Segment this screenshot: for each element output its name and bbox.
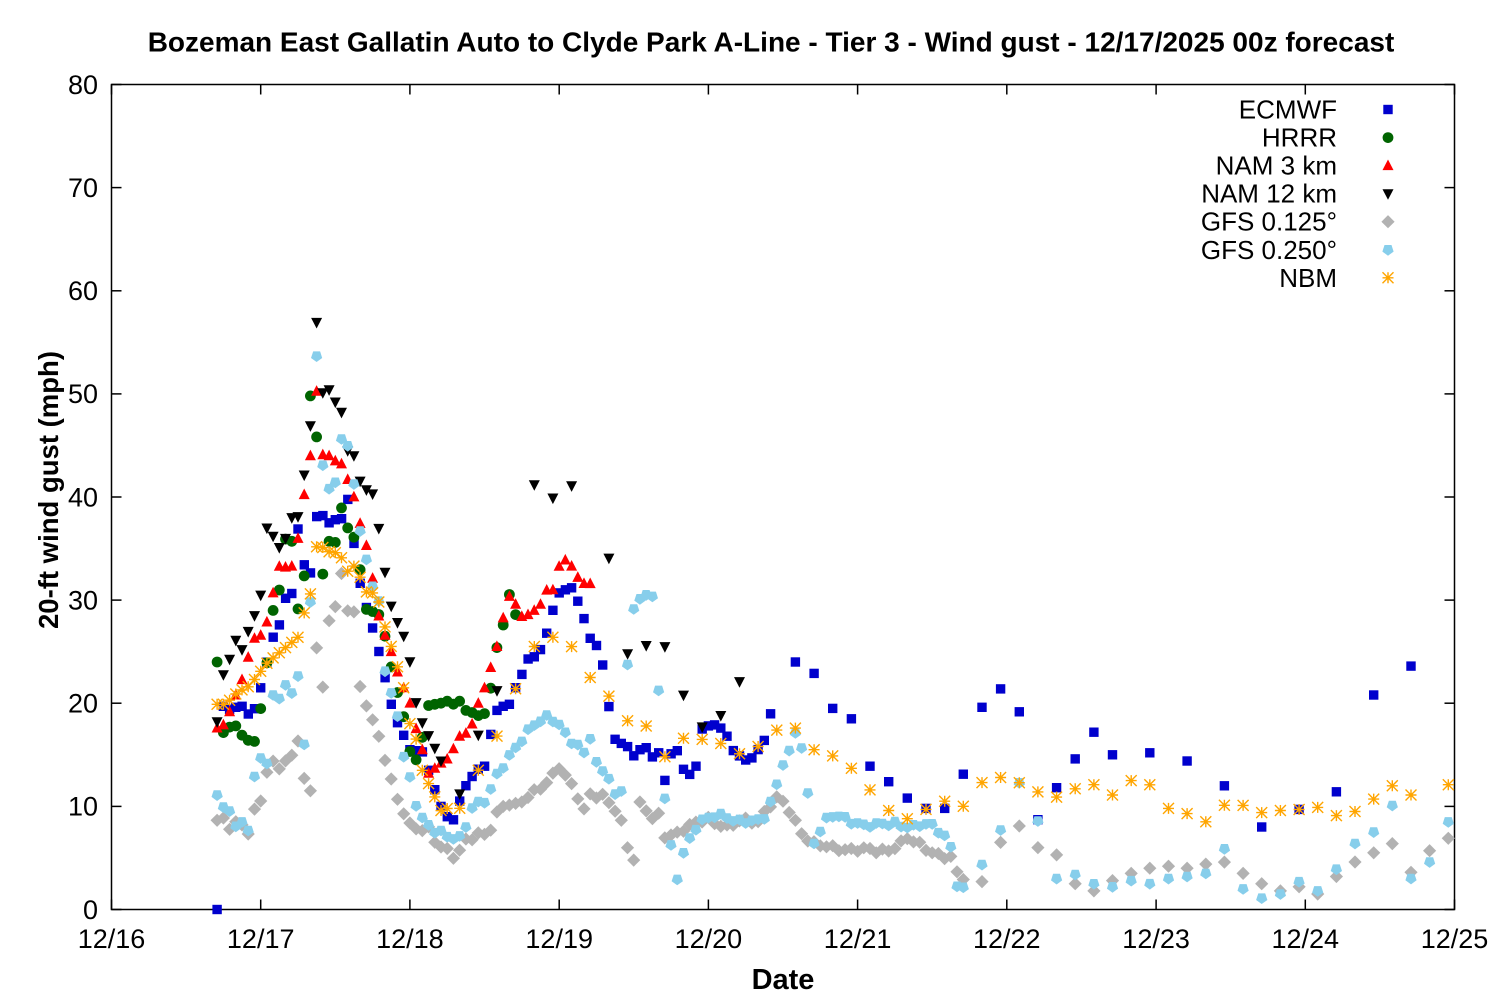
svg-text:12/22: 12/22 — [973, 924, 1041, 954]
svg-text:80: 80 — [68, 70, 98, 100]
svg-text:12/25: 12/25 — [1421, 924, 1489, 954]
svg-text:50: 50 — [68, 379, 98, 409]
svg-text:12/16: 12/16 — [78, 924, 146, 954]
svg-text:NBM: NBM — [1279, 263, 1337, 293]
svg-text:40: 40 — [68, 482, 98, 512]
svg-text:NAM 3 km: NAM 3 km — [1216, 151, 1337, 181]
svg-text:10: 10 — [68, 792, 98, 822]
svg-text:12/24: 12/24 — [1272, 924, 1340, 954]
svg-text:30: 30 — [68, 585, 98, 615]
svg-text:GFS 0.125°: GFS 0.125° — [1201, 207, 1337, 237]
svg-text:12/19: 12/19 — [525, 924, 593, 954]
svg-text:70: 70 — [68, 173, 98, 203]
svg-text:12/23: 12/23 — [1122, 924, 1190, 954]
svg-text:12/21: 12/21 — [824, 924, 892, 954]
svg-text:12/18: 12/18 — [376, 924, 444, 954]
svg-text:20-ft wind gust (mph): 20-ft wind gust (mph) — [33, 351, 64, 629]
svg-text:Date: Date — [752, 964, 815, 996]
svg-text:GFS 0.250°: GFS 0.250° — [1201, 235, 1337, 265]
svg-text:12/17: 12/17 — [227, 924, 295, 954]
svg-text:12/20: 12/20 — [675, 924, 743, 954]
svg-text:20: 20 — [68, 689, 98, 719]
svg-text:Bozeman East Gallatin Auto to: Bozeman East Gallatin Auto to Clyde Park… — [148, 27, 1395, 58]
svg-text:HRRR: HRRR — [1262, 123, 1337, 153]
svg-text:60: 60 — [68, 276, 98, 306]
svg-text:0: 0 — [83, 895, 98, 925]
svg-text:NAM 12 km: NAM 12 km — [1201, 179, 1337, 209]
svg-text:ECMWF: ECMWF — [1239, 95, 1337, 125]
